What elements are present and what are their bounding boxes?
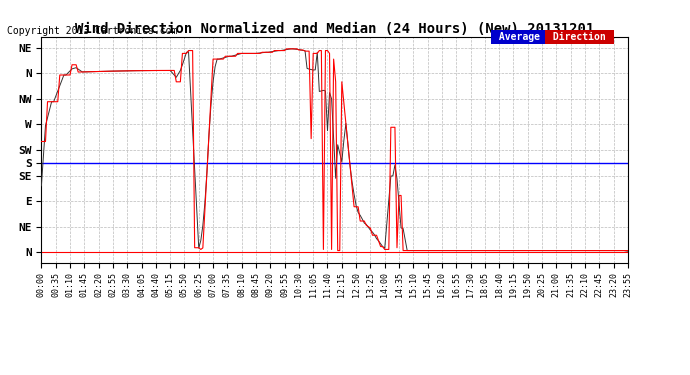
Title: Wind Direction Normalized and Median (24 Hours) (New) 20131201: Wind Direction Normalized and Median (24…: [75, 22, 594, 36]
Text: Average: Average: [493, 32, 546, 42]
Text: Copyright 2013 Cartronics.com: Copyright 2013 Cartronics.com: [7, 26, 177, 36]
Text: Direction: Direction: [547, 32, 612, 42]
